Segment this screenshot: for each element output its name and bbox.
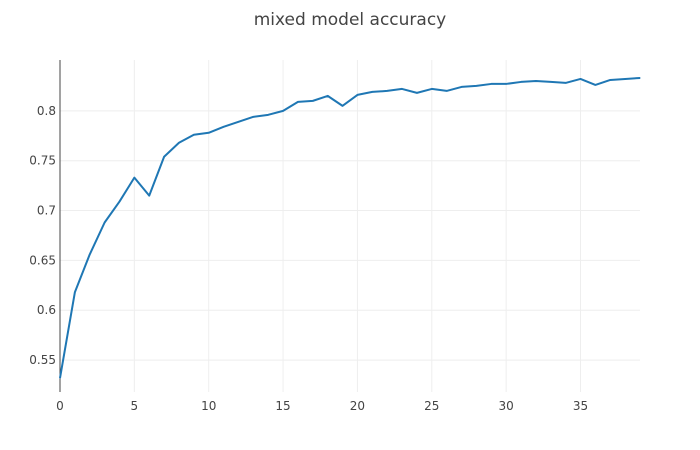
x-tick-label: 20: [350, 399, 365, 413]
x-tick-label: 10: [201, 399, 216, 413]
data-point: [431, 88, 433, 90]
series-line: [59, 76, 641, 379]
data-point: [282, 110, 284, 112]
data-point: [490, 83, 492, 85]
series-layer: [59, 76, 641, 379]
data-point: [639, 77, 641, 79]
data-point: [416, 92, 418, 94]
data-point: [104, 221, 106, 224]
data-point: [579, 78, 582, 80]
data-point: [520, 81, 522, 83]
x-tick-label: 0: [56, 399, 64, 413]
data-point: [535, 80, 537, 82]
data-point: [475, 85, 478, 87]
x-tick-label: 15: [275, 399, 290, 413]
data-point: [460, 86, 463, 88]
grid-lines: [60, 60, 640, 392]
data-point: [193, 134, 195, 136]
data-point: [237, 121, 240, 123]
data-point: [550, 81, 552, 83]
data-point: [505, 83, 507, 85]
data-point: [624, 78, 626, 80]
data-point: [341, 105, 344, 107]
data-point: [148, 194, 150, 197]
x-tick-label: 35: [573, 399, 588, 413]
x-tick-label: 5: [131, 399, 139, 413]
x-tick-label: 30: [499, 399, 514, 413]
data-point: [609, 79, 611, 81]
data-point: [565, 82, 567, 84]
y-tick-label: 0.55: [29, 353, 56, 367]
data-point: [297, 101, 299, 103]
data-point: [327, 95, 329, 97]
data-point: [74, 291, 76, 293]
data-point: [178, 142, 180, 144]
data-point: [89, 253, 91, 256]
data-point: [267, 114, 269, 116]
y-tick-label: 0.8: [37, 104, 56, 118]
data-point: [371, 91, 373, 93]
chart-title: mixed model accuracy: [253, 10, 447, 30]
x-tick-label: 25: [424, 399, 439, 413]
data-point: [59, 377, 61, 379]
tick-labels: 0 5 10 15 20 25 30 35 0.55 0.6 0.65 0.7 0.75 0.8: [29, 104, 588, 413]
y-tick-label: 0.65: [29, 253, 56, 267]
data-point: [252, 116, 254, 118]
data-point: [446, 90, 448, 92]
data-point: [118, 200, 121, 203]
data-point: [163, 156, 165, 158]
y-tick-label: 0.7: [37, 204, 56, 218]
data-point: [594, 84, 596, 86]
data-point: [133, 177, 135, 179]
data-point: [356, 94, 359, 96]
data-point: [208, 132, 210, 134]
y-tick-label: 0.6: [37, 303, 56, 317]
data-point: [386, 90, 388, 92]
data-point: [222, 126, 225, 128]
y-tick-label: 0.75: [29, 154, 56, 168]
data-point: [312, 100, 314, 102]
data-point: [401, 88, 403, 90]
